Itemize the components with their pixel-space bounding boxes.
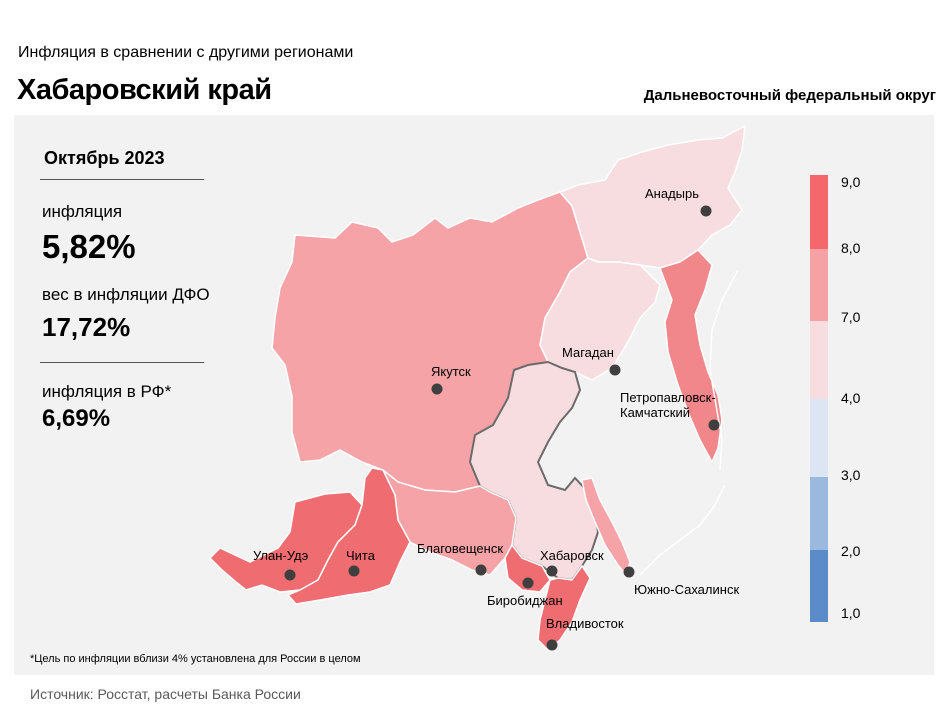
region-kamchatka	[659, 249, 723, 464]
city-label-khabarovsk: Хабаровск	[540, 548, 604, 563]
legend-bin-3	[810, 321, 828, 399]
legend-bin-4	[810, 399, 828, 477]
city-dot-vladivostok	[546, 639, 558, 651]
city-label-petropavlovsk-2: Камчатский	[620, 405, 690, 420]
legend-bin-1	[810, 175, 828, 249]
city-dot-blagoveshchensk	[475, 564, 487, 576]
city-label-magadan: Магадан	[562, 345, 614, 360]
city-dot-yakutsk	[431, 383, 443, 395]
color-legend: 9,0 8,0 7,0 4,0 3,0 2,0 1,0	[810, 174, 861, 622]
legend-bin-6	[810, 550, 828, 622]
city-label-yuzhno: Южно-Сахалинск	[634, 582, 739, 597]
city-dot-magadan	[609, 364, 621, 376]
legend-tick-2: 2,0	[841, 543, 861, 559]
city-dot-birobidzhan	[522, 577, 534, 589]
region-title: Хабаровский край	[17, 74, 272, 106]
city-label-ulan-ude: Улан-Удэ	[253, 548, 309, 563]
region-zabaykalsky	[286, 467, 411, 605]
footnote: *Цель по инфляции вблизи 4% установлена …	[30, 653, 361, 665]
legend-tick-3: 3,0	[841, 467, 861, 483]
city-label-vladivostok: Владивосток	[546, 616, 624, 631]
legend-tick-4: 4,0	[841, 390, 861, 406]
divider-bottom	[40, 362, 204, 363]
inflation-label: инфляция	[42, 202, 123, 221]
legend-tick-1: 1,0	[841, 605, 861, 621]
legend-tick-9: 9,0	[841, 174, 861, 190]
city-dot-anadyr	[700, 205, 712, 217]
period-label: Октябрь 2023	[44, 148, 165, 168]
legend-tick-8: 8,0	[841, 240, 861, 256]
city-dot-petropavlovsk	[708, 419, 720, 431]
city-label-yakutsk: Якутск	[431, 364, 471, 379]
city-dot-yuzhno	[623, 566, 635, 578]
city-dot-khabarovsk	[546, 565, 558, 577]
district-title: Дальневосточный федеральный округ	[643, 87, 936, 104]
city-label-anadyr: Анадырь	[645, 186, 699, 201]
city-label-chita: Чита	[346, 548, 376, 563]
city-label-petropavlovsk-1: Петропавловск-	[620, 390, 716, 405]
city-dot-chita	[348, 565, 360, 577]
legend-bin-2	[810, 249, 828, 321]
sea-coastline	[709, 269, 739, 471]
weight-value: 17,72%	[42, 312, 131, 342]
weight-label: вес в инфляции ДФО	[42, 285, 210, 304]
city-label-blagoveshchensk: Благовещенск	[417, 541, 503, 556]
kuril-islands	[639, 484, 726, 576]
divider-top	[40, 179, 204, 180]
rf-inflation-value: 6,69%	[42, 405, 111, 432]
region-primorsky	[537, 564, 591, 652]
page-subtitle: Инфляция в сравнении с другими регионами	[18, 44, 354, 61]
city-label-birobidzhan: Биробиджан	[487, 593, 563, 608]
source-note: Источник: Росстат, расчеты Банка России	[30, 686, 301, 702]
legend-tick-7: 7,0	[841, 309, 861, 325]
inflation-value: 5,82%	[42, 228, 136, 265]
city-dot-ulan-ude	[284, 569, 296, 581]
rf-inflation-label: инфляция в РФ*	[42, 382, 172, 401]
legend-bin-5	[810, 477, 828, 550]
